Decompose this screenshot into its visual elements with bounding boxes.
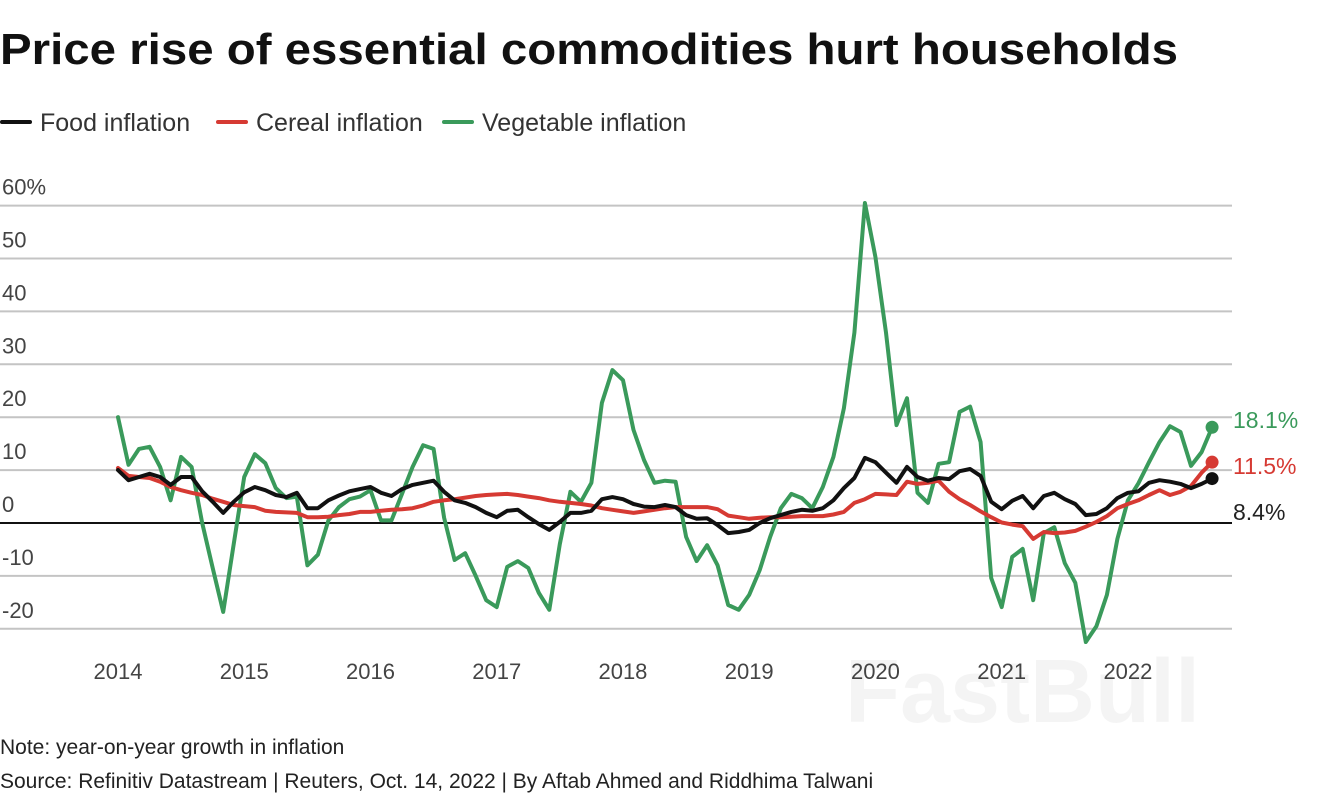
end-point-marker bbox=[1205, 472, 1219, 486]
x-tick-label: 2016 bbox=[346, 659, 395, 684]
y-tick-label: 30 bbox=[2, 333, 26, 358]
end-value-label: 18.1% bbox=[1233, 407, 1298, 433]
series-line-cereal-inflation bbox=[116, 460, 1215, 541]
end-point-marker bbox=[1205, 420, 1219, 434]
x-tick-label: 2014 bbox=[94, 659, 143, 684]
gridlines bbox=[0, 204, 1232, 630]
x-tick-label: 2022 bbox=[1103, 659, 1152, 684]
y-tick-label: 60% bbox=[2, 175, 46, 200]
x-tick-label: 2020 bbox=[851, 659, 900, 684]
end-value-label: 8.4% bbox=[1233, 499, 1285, 525]
y-tick-label: -10 bbox=[2, 545, 34, 570]
x-tick-label: 2019 bbox=[725, 659, 774, 684]
x-tick-label: 2015 bbox=[220, 659, 269, 684]
series-line-vegetable-inflation bbox=[116, 201, 1215, 644]
y-tick-label: 20 bbox=[2, 386, 26, 411]
chart-title: Price rise of essential commodities hurt… bbox=[0, 25, 1178, 74]
legend-label: Food inflation bbox=[40, 109, 190, 137]
series-line-food-inflation bbox=[116, 455, 1215, 536]
x-tick-label: 2018 bbox=[598, 659, 647, 684]
y-tick-label: 40 bbox=[2, 280, 26, 305]
source-text: Source: Refinitiv Datastream | Reuters, … bbox=[0, 770, 873, 793]
y-tick-label: 0 bbox=[2, 492, 14, 517]
watermark: FastBull bbox=[845, 642, 1200, 742]
legend: Food inflation Cereal inflation Vegetable … bbox=[0, 109, 686, 137]
y-axis-ticks: 60% 50 40 30 20 10 0 -10 -20 bbox=[2, 175, 46, 623]
legend-label: Cereal inflation bbox=[256, 109, 423, 137]
y-tick-label: -20 bbox=[2, 598, 34, 623]
x-tick-label: 2017 bbox=[472, 659, 521, 684]
series-lines bbox=[116, 201, 1219, 644]
legend-label: Vegetable inflation bbox=[482, 109, 686, 137]
end-point-marker bbox=[1205, 455, 1219, 469]
x-axis-ticks: 2014 2015 2016 2017 2018 2019 2020 2021 2022 bbox=[94, 659, 1153, 684]
y-tick-label: 50 bbox=[2, 228, 26, 253]
y-tick-label: 10 bbox=[2, 439, 26, 464]
note-text: Note: year-on-year growth in inflation bbox=[0, 736, 344, 759]
x-tick-label: 2021 bbox=[977, 659, 1026, 684]
end-value-label: 11.5% bbox=[1233, 453, 1297, 479]
end-labels: 18.1% 11.5% 8.4% bbox=[1233, 407, 1298, 525]
